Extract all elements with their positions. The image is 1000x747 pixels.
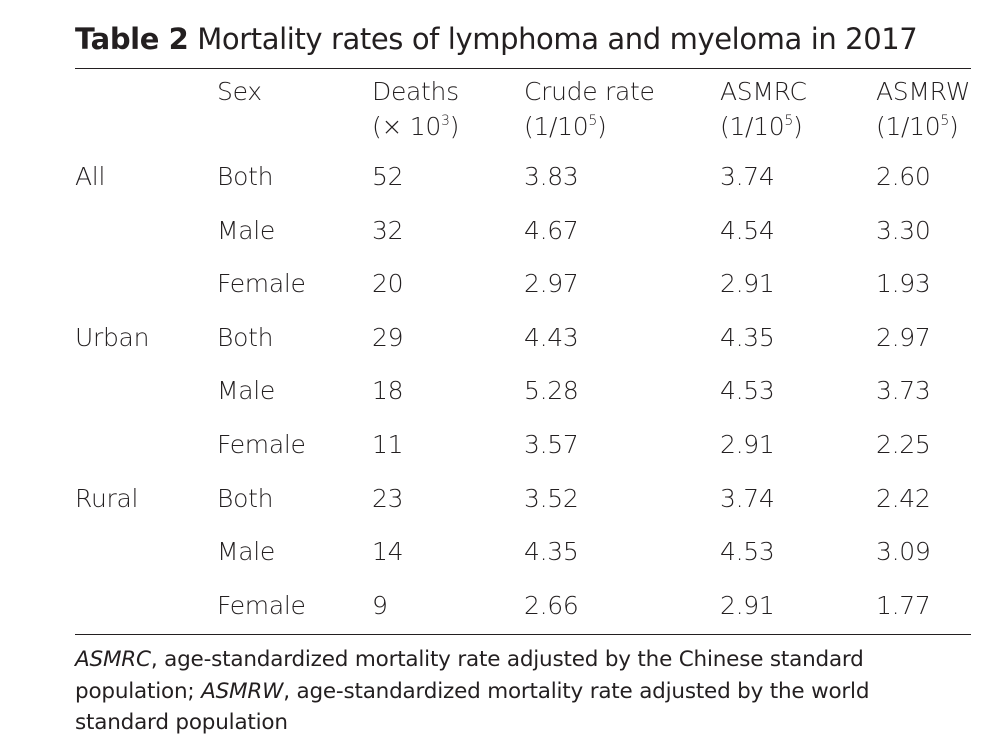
header-label: Deaths bbox=[372, 77, 459, 106]
cell: 3.30 bbox=[876, 215, 931, 245]
cell: Female bbox=[217, 430, 306, 459]
cell: 3.57 bbox=[524, 430, 579, 459]
unit-text: ) bbox=[449, 112, 460, 141]
cell: 1.77 bbox=[876, 590, 931, 620]
cell: 14 bbox=[372, 537, 404, 567]
cell: 3.74 bbox=[720, 162, 775, 191]
cell: 2.97 bbox=[524, 269, 579, 299]
cell: Both bbox=[217, 322, 274, 352]
cell: Male bbox=[217, 376, 276, 406]
cell: 4.54 bbox=[720, 215, 775, 245]
cell: 2.91 bbox=[720, 430, 775, 459]
cell: Male bbox=[217, 215, 276, 245]
header-label: ASMRW bbox=[876, 77, 971, 106]
cell: 2.25 bbox=[876, 430, 931, 459]
header-unit: (1/105) bbox=[524, 112, 607, 141]
cell: 52 bbox=[372, 162, 404, 191]
cell: Both bbox=[217, 483, 274, 513]
cell: 20 bbox=[372, 269, 404, 299]
cell: 2.66 bbox=[524, 590, 579, 620]
cell: 9 bbox=[372, 590, 388, 620]
cell: 4.35 bbox=[524, 537, 579, 567]
unit-text: (1/10 bbox=[876, 112, 941, 141]
unit-text: ) bbox=[793, 112, 803, 141]
unit-superscript: 5 bbox=[784, 113, 794, 129]
cell: 2.97 bbox=[876, 322, 931, 352]
unit-superscript: 5 bbox=[588, 113, 598, 129]
table-label: Table 2 bbox=[75, 22, 189, 56]
cell: 29 bbox=[372, 322, 404, 352]
unit-text: ) bbox=[597, 112, 607, 141]
cell: 2.91 bbox=[720, 269, 775, 299]
cell: 3.83 bbox=[524, 162, 579, 191]
cell: 4.53 bbox=[720, 537, 775, 567]
header-label: Crude rate bbox=[524, 77, 655, 106]
unit-text: ) bbox=[949, 112, 959, 141]
cell: 2.91 bbox=[720, 590, 775, 620]
bottom-rule bbox=[75, 634, 971, 635]
cell: 2.42 bbox=[876, 483, 931, 513]
unit-text: (× 10 bbox=[372, 112, 441, 141]
cell: 4.53 bbox=[720, 376, 775, 406]
cell: 23 bbox=[372, 483, 404, 513]
header-unit: (1/105) bbox=[720, 112, 803, 141]
cell: Female bbox=[217, 269, 306, 299]
cell: 4.67 bbox=[524, 215, 579, 245]
header-unit: (1/105) bbox=[876, 112, 959, 141]
header-label: Sex bbox=[217, 77, 262, 106]
footnote-abbrev: ASMRW bbox=[201, 678, 284, 704]
title-text: Mortality rates of lymphoma and myeloma … bbox=[197, 22, 918, 56]
cell: 11 bbox=[372, 430, 404, 459]
unit-superscript: 5 bbox=[940, 113, 950, 129]
cell: 3.74 bbox=[720, 483, 775, 513]
cell: 3.09 bbox=[876, 537, 931, 567]
footnote-abbrev: ASMRC bbox=[75, 647, 151, 672]
cell: 18 bbox=[372, 376, 404, 406]
unit-text: (1/10 bbox=[524, 112, 589, 141]
footnote: ASMRC, age-standardized mortality rate a… bbox=[75, 644, 955, 739]
cell: 32 bbox=[372, 215, 404, 245]
cell: Male bbox=[217, 537, 276, 567]
cell: 1.93 bbox=[876, 269, 931, 299]
unit-superscript: 3 bbox=[440, 113, 450, 129]
table-title: Table 2 Mortality rates of lymphoma and … bbox=[75, 22, 918, 56]
cell: 3.52 bbox=[524, 483, 579, 513]
cell: Female bbox=[217, 590, 306, 620]
footnote-text: , age-standardized mortality rate adjust… bbox=[75, 647, 864, 704]
cell: 4.43 bbox=[524, 322, 579, 352]
footnote-text: , age-standardized mortality rate adjust… bbox=[75, 678, 870, 736]
group-label: All bbox=[75, 162, 106, 191]
unit-text: (1/10 bbox=[720, 112, 785, 141]
cell: 2.60 bbox=[876, 162, 931, 191]
group-label: Urban bbox=[75, 322, 150, 352]
top-rule bbox=[75, 68, 971, 69]
cell: 4.35 bbox=[720, 322, 775, 352]
header-label: ASMRC bbox=[720, 77, 807, 106]
cell: 3.73 bbox=[876, 376, 931, 406]
cell: 5.28 bbox=[524, 376, 579, 406]
cell: Both bbox=[217, 162, 274, 191]
header-unit: (× 103) bbox=[372, 112, 459, 141]
group-label: Rural bbox=[75, 483, 139, 513]
